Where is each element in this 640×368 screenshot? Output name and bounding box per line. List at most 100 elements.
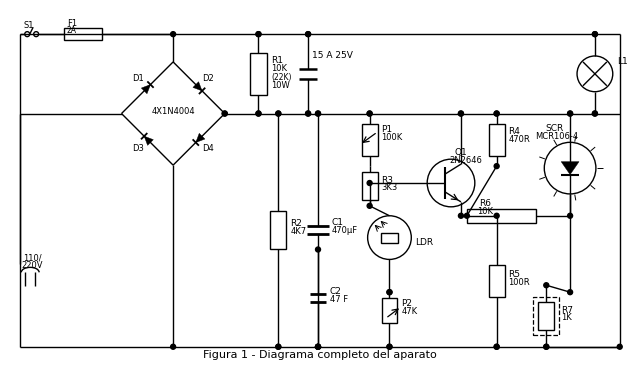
Bar [250,53,268,95]
Text: D1: D1 [132,74,144,83]
Circle shape [617,344,622,349]
Circle shape [387,344,392,349]
Circle shape [316,344,321,349]
Text: 2N2646: 2N2646 [449,156,482,165]
Circle shape [544,344,548,349]
Circle shape [367,204,372,208]
Text: 10W: 10W [271,81,290,90]
Polygon shape [561,162,579,174]
Bar [362,124,378,156]
Text: 100K: 100K [381,133,403,142]
Circle shape [316,247,321,252]
Circle shape [568,111,573,116]
Circle shape [593,111,597,116]
Circle shape [568,111,573,116]
Circle shape [367,111,372,116]
Text: C2: C2 [330,287,342,296]
Text: C1: C1 [332,218,344,227]
Circle shape [256,32,261,37]
Text: 10K: 10K [271,64,287,73]
Text: 47K: 47K [401,307,417,316]
Circle shape [593,32,597,37]
Circle shape [387,290,392,295]
Text: R6: R6 [479,199,491,208]
Text: L1: L1 [617,57,627,67]
Text: SCR: SCR [545,124,563,133]
Circle shape [544,344,548,349]
Circle shape [458,111,463,116]
Circle shape [306,32,310,37]
Circle shape [316,344,321,349]
Circle shape [316,111,321,116]
Text: Figura 1 - Diagrama completo del aparato: Figura 1 - Diagrama completo del aparato [203,350,437,360]
Circle shape [458,213,463,218]
Circle shape [458,111,463,116]
Circle shape [494,164,499,169]
Circle shape [316,344,321,349]
Circle shape [222,111,227,116]
Text: 4X1N4004: 4X1N4004 [151,107,195,116]
Circle shape [276,344,281,349]
Circle shape [276,111,281,116]
Text: S1: S1 [23,21,34,30]
Text: R2: R2 [290,219,302,228]
Text: 470R: 470R [509,135,531,144]
Polygon shape [196,133,205,142]
Text: D3: D3 [132,144,144,153]
Circle shape [222,111,227,116]
Text: 1K: 1K [561,314,572,322]
Bar [270,211,286,249]
Text: 470μF: 470μF [332,226,358,235]
Polygon shape [144,136,154,145]
Circle shape [494,111,499,116]
Text: P2: P2 [401,299,412,308]
Circle shape [494,213,499,218]
Text: 110/: 110/ [23,254,42,263]
Circle shape [544,283,548,288]
Bar [467,209,536,223]
Circle shape [316,111,321,116]
Circle shape [367,181,372,185]
Bar [489,124,504,156]
Circle shape [367,111,372,116]
Bar [381,298,397,323]
Text: R1: R1 [271,56,284,66]
Circle shape [593,111,597,116]
Text: Q1: Q1 [455,148,468,157]
Circle shape [465,213,469,218]
Circle shape [256,111,261,116]
Text: 10K: 10K [477,207,493,216]
Circle shape [256,32,261,37]
Text: F1: F1 [67,19,77,28]
Circle shape [593,32,597,37]
Circle shape [256,111,261,116]
Circle shape [276,111,281,116]
Circle shape [171,344,175,349]
Circle shape [568,290,573,295]
Text: 47 F: 47 F [330,295,348,304]
Bar [64,28,102,40]
Text: R5: R5 [509,270,520,279]
Text: 4K7: 4K7 [290,227,307,236]
Circle shape [306,111,310,116]
Polygon shape [141,85,150,94]
Bar [533,297,559,335]
Circle shape [387,344,392,349]
Text: D4: D4 [202,144,214,153]
Circle shape [494,344,499,349]
Circle shape [387,290,392,295]
Circle shape [276,344,281,349]
Text: 2A: 2A [67,26,77,35]
Text: 100R: 100R [509,278,530,287]
Circle shape [316,344,321,349]
Bar [489,265,504,297]
Circle shape [568,213,573,218]
Text: 3K3: 3K3 [381,184,398,192]
Circle shape [494,344,499,349]
Text: 220V: 220V [21,261,43,270]
Circle shape [306,111,310,116]
Bar [362,172,378,200]
Text: (22K): (22K) [271,73,292,82]
Circle shape [306,32,310,37]
Text: MCR106-4: MCR106-4 [534,132,578,141]
